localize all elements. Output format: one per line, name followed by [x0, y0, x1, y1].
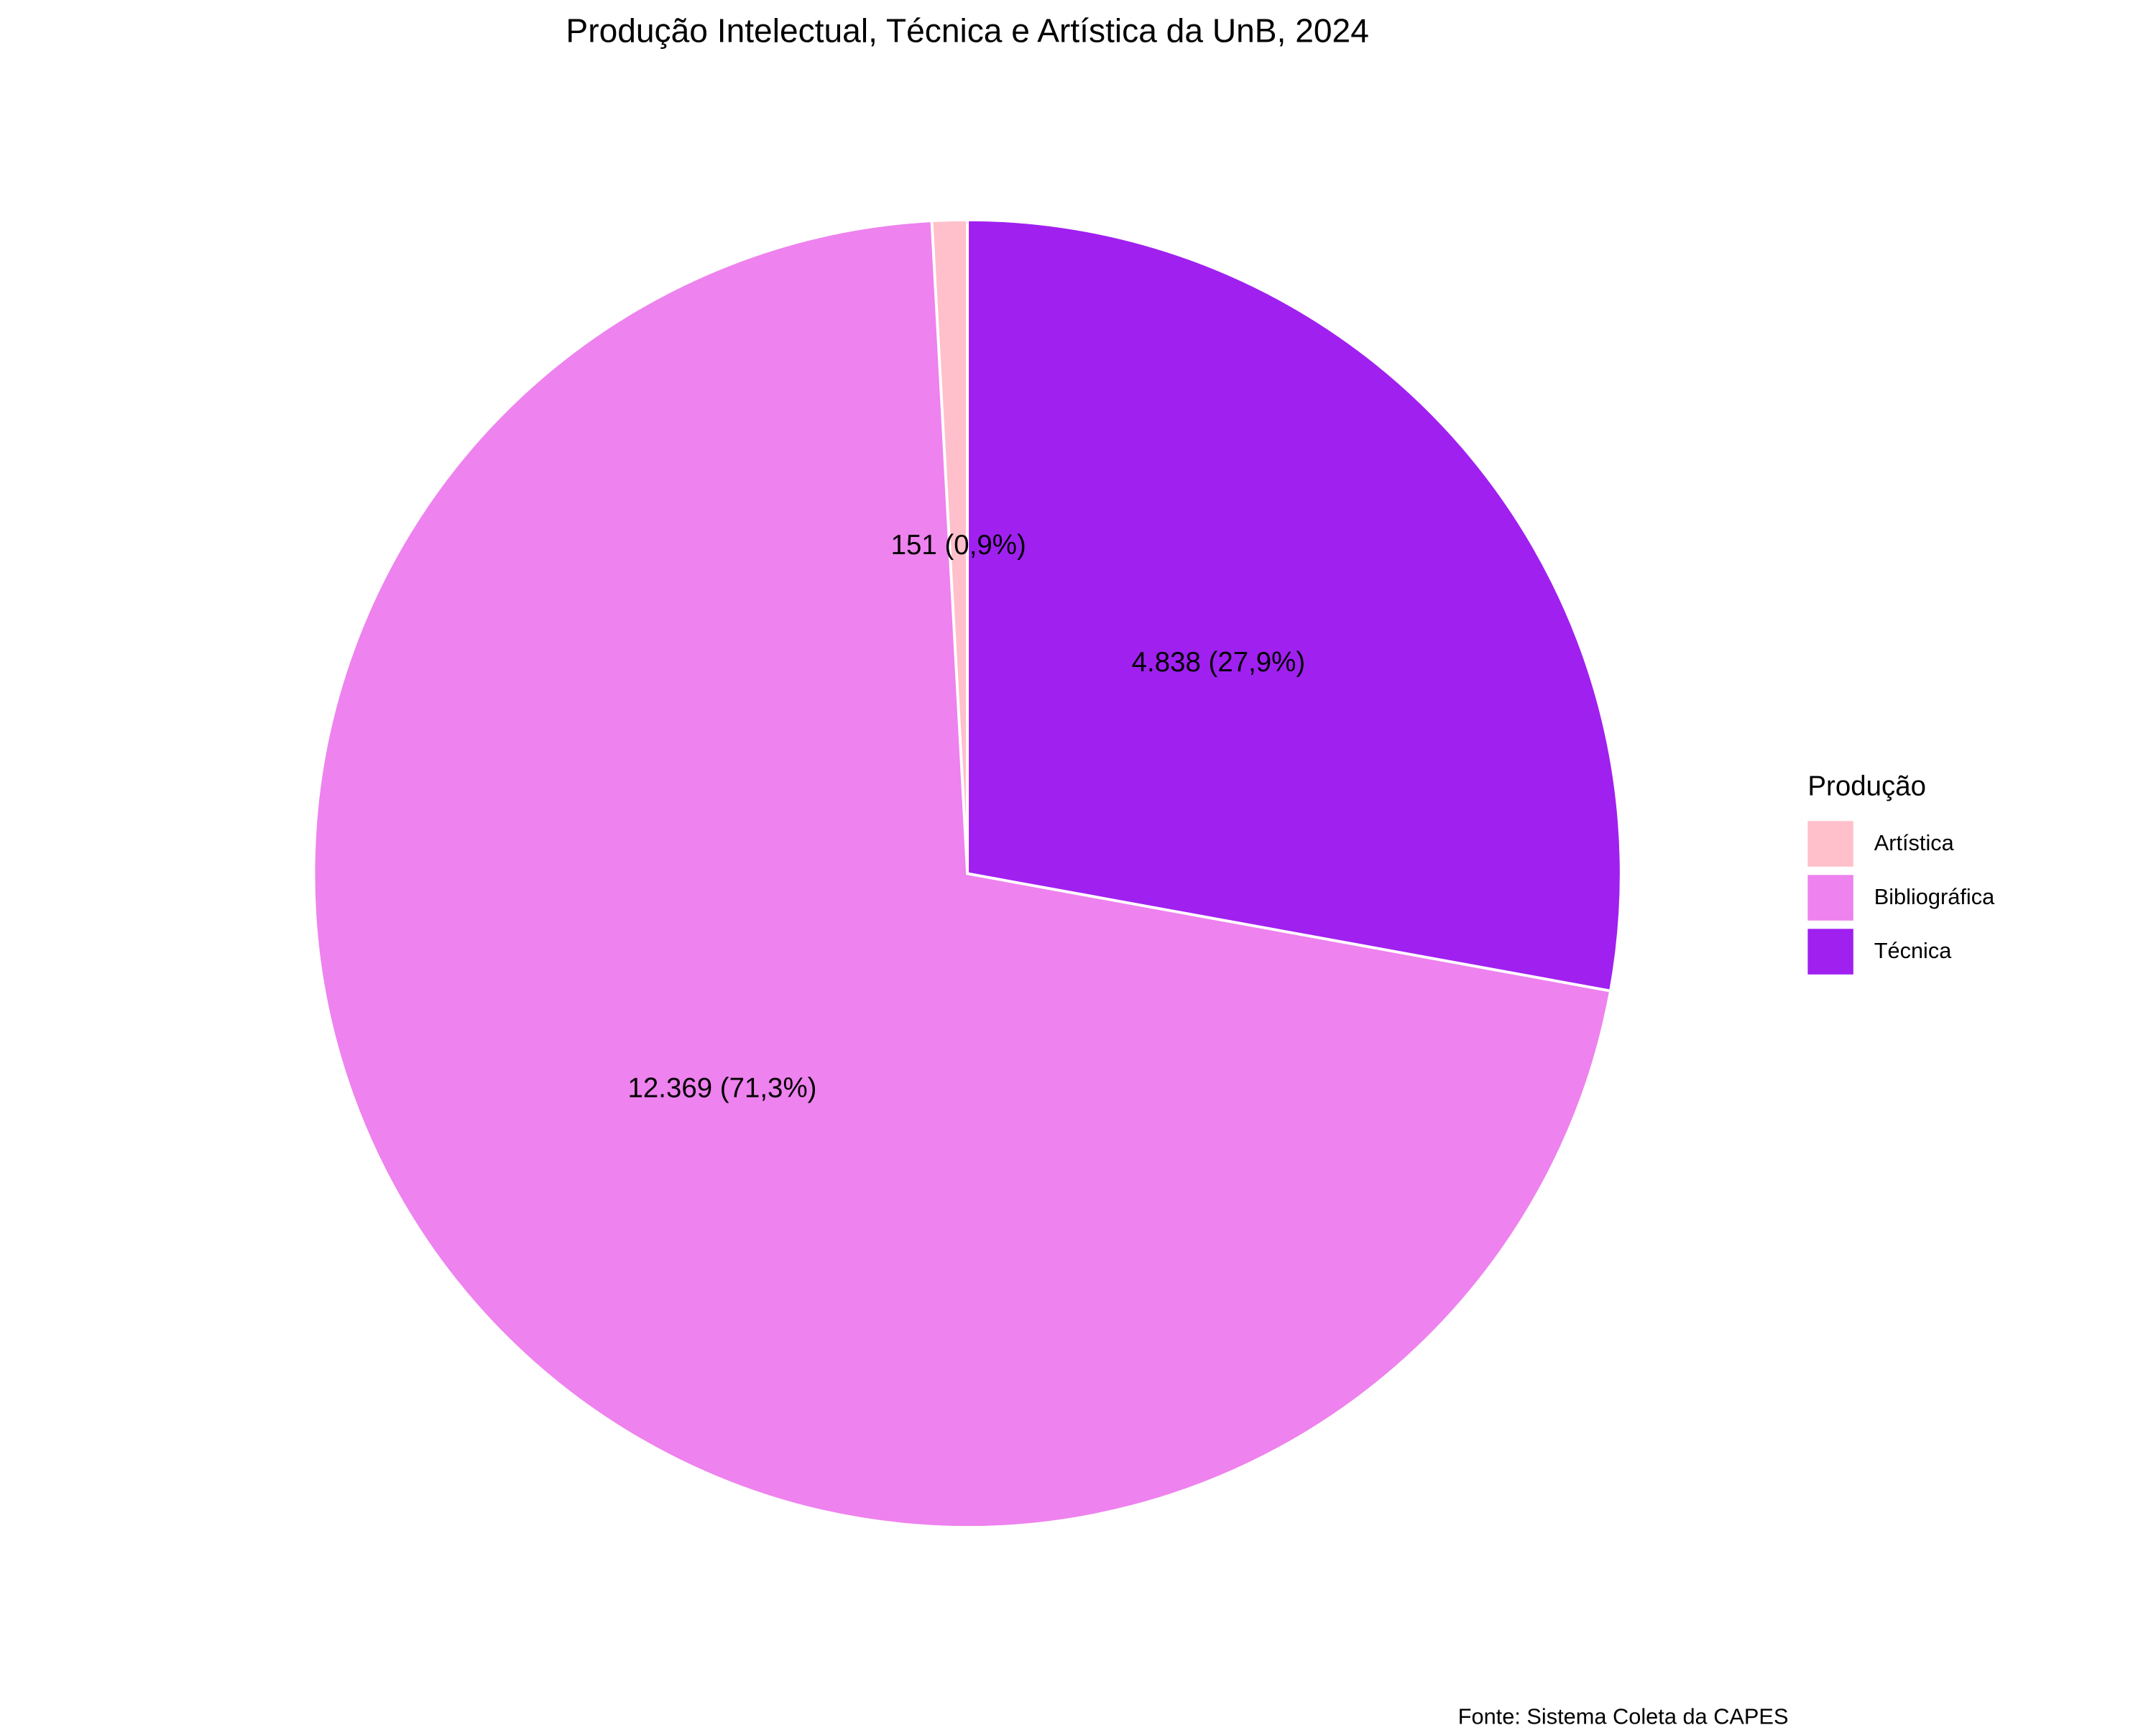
legend-swatch	[1807, 875, 1853, 921]
pie-slice	[312, 219, 1613, 1529]
legend-label: Bibliográfica	[1874, 884, 1995, 909]
caption: Fonte: Sistema Coleta da CAPES	[1458, 1704, 1789, 1725]
pie-slice	[966, 218, 1623, 993]
legend-title: Produção	[1807, 770, 1926, 801]
legend-swatch	[1807, 821, 1853, 867]
legend-label: Técnica	[1874, 938, 1953, 963]
data-label: 151 (0,9%)	[891, 530, 1026, 561]
data-label: 4.838 (27,9%)	[1132, 647, 1306, 678]
chart-title: Produção Intelectual, Técnica e Artístic…	[566, 12, 1368, 49]
data-label: 12.369 (71,3%)	[628, 1072, 817, 1103]
legend-label: Artística	[1874, 830, 1955, 855]
legend-swatch	[1807, 929, 1853, 975]
